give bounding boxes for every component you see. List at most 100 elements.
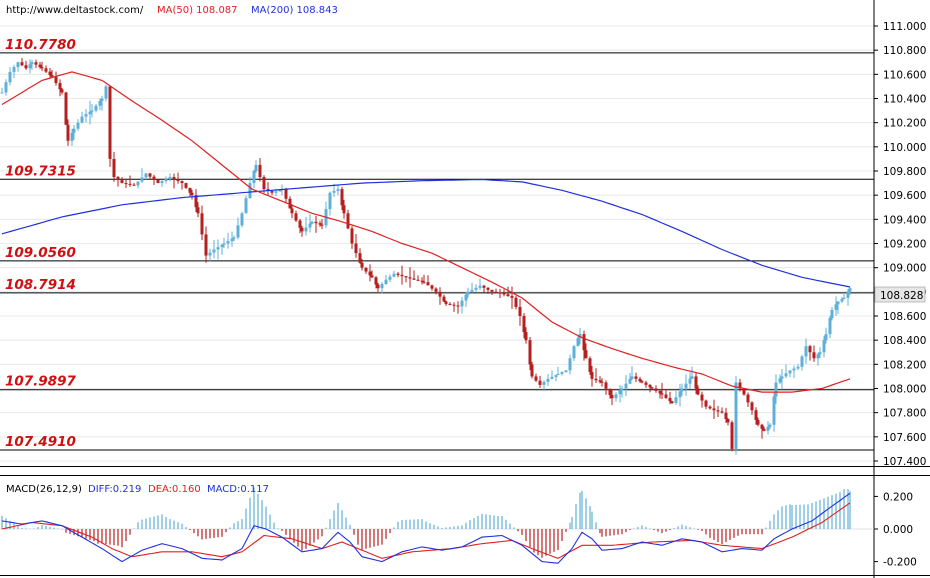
candle-body — [556, 374, 560, 375]
candle-body — [248, 183, 252, 199]
candle-body — [696, 388, 700, 395]
candle-body — [360, 262, 364, 268]
candle-body — [328, 192, 332, 210]
candle-body — [434, 288, 438, 292]
price-tick-label: 107.800 — [883, 408, 926, 420]
candle-body — [396, 273, 400, 275]
candle-body — [604, 382, 608, 389]
price-tick-label: 108.000 — [883, 384, 926, 396]
candle-body — [668, 397, 672, 402]
candle-body — [804, 346, 808, 357]
candle-body — [456, 305, 460, 307]
candle-body — [482, 285, 486, 288]
candle-body — [426, 282, 430, 286]
candle-body — [594, 378, 598, 381]
candle-body — [358, 253, 362, 263]
candle-body — [200, 213, 204, 235]
candle-body — [678, 391, 682, 398]
candle-body — [704, 400, 708, 407]
candle-body — [136, 181, 140, 186]
candle-body — [560, 372, 564, 374]
candle-body — [152, 176, 156, 180]
candle-body — [180, 181, 184, 184]
candle-body — [828, 318, 832, 335]
candle-body — [756, 419, 760, 425]
candle-body — [60, 89, 64, 93]
macd-tick-label: 0.200 — [883, 491, 913, 503]
candle-body — [388, 276, 392, 280]
candle-body — [746, 394, 750, 403]
candle-body — [628, 378, 632, 384]
candle-body — [48, 71, 52, 76]
candle-body — [368, 271, 372, 276]
candle-body — [400, 274, 404, 277]
candle-body — [120, 180, 124, 184]
candle-body — [640, 381, 644, 383]
candle-body — [848, 288, 852, 292]
candle-body — [160, 181, 164, 184]
candle-body — [294, 213, 298, 221]
candle-body — [780, 376, 784, 379]
candle-body — [730, 422, 734, 449]
candle-body — [128, 183, 132, 185]
candle-body — [342, 205, 346, 214]
candle-body — [252, 171, 256, 184]
candle-body — [274, 191, 278, 193]
candle-body — [442, 296, 446, 302]
candle-body — [774, 382, 778, 397]
candle-body — [44, 68, 48, 72]
candle-body — [370, 275, 374, 278]
candle-body — [288, 198, 292, 209]
candle-body — [422, 281, 426, 283]
candle-body — [674, 397, 678, 403]
candle-body — [490, 289, 494, 292]
macd-histogram — [1, 487, 851, 558]
candle-body — [720, 411, 724, 413]
candle-body — [216, 247, 220, 250]
candle-body — [772, 396, 776, 425]
candle-body — [800, 356, 804, 367]
candle-body — [618, 390, 622, 395]
candle-body — [230, 238, 234, 242]
candle-body — [700, 394, 704, 401]
candle-body — [448, 303, 452, 305]
candle-body — [452, 304, 456, 306]
candle-body — [58, 83, 62, 90]
candle-body — [510, 296, 514, 298]
candle-body — [816, 354, 820, 359]
level-label: 108.7914 — [5, 277, 76, 293]
candle-body — [438, 291, 442, 297]
candle-body — [208, 252, 212, 256]
candle-body — [176, 179, 180, 182]
candle-body — [778, 378, 782, 383]
candle-body — [690, 376, 694, 379]
candle-body — [530, 364, 534, 377]
candle-body — [822, 340, 826, 353]
candle-body — [630, 376, 634, 379]
candle-body — [534, 376, 538, 381]
price-tick-label: 110.000 — [883, 142, 926, 154]
candle-body — [502, 293, 506, 295]
candle-body — [830, 309, 834, 319]
candle-body — [608, 388, 612, 396]
candle-body — [598, 380, 602, 382]
candle-body — [818, 352, 822, 355]
macd-value: MACD:0.117 — [207, 484, 269, 495]
candle-body — [310, 221, 314, 224]
price-axis: 111.000 110.800 110.600 110.400 110.200 110.0… — [873, 0, 926, 578]
candle-body — [24, 65, 28, 69]
candle-body — [290, 208, 294, 214]
candle-body — [590, 371, 594, 379]
candle-body — [226, 241, 230, 244]
candle-body — [88, 111, 92, 115]
candle-body — [836, 301, 840, 305]
level-label: 109.7315 — [5, 163, 76, 179]
candle-body — [650, 387, 654, 389]
candle-body — [196, 207, 200, 214]
price-tick-label: 109.200 — [883, 239, 926, 251]
diff-line — [1, 492, 851, 564]
candle-body — [694, 376, 698, 389]
candle-body — [50, 75, 54, 77]
candle-body — [788, 370, 792, 374]
